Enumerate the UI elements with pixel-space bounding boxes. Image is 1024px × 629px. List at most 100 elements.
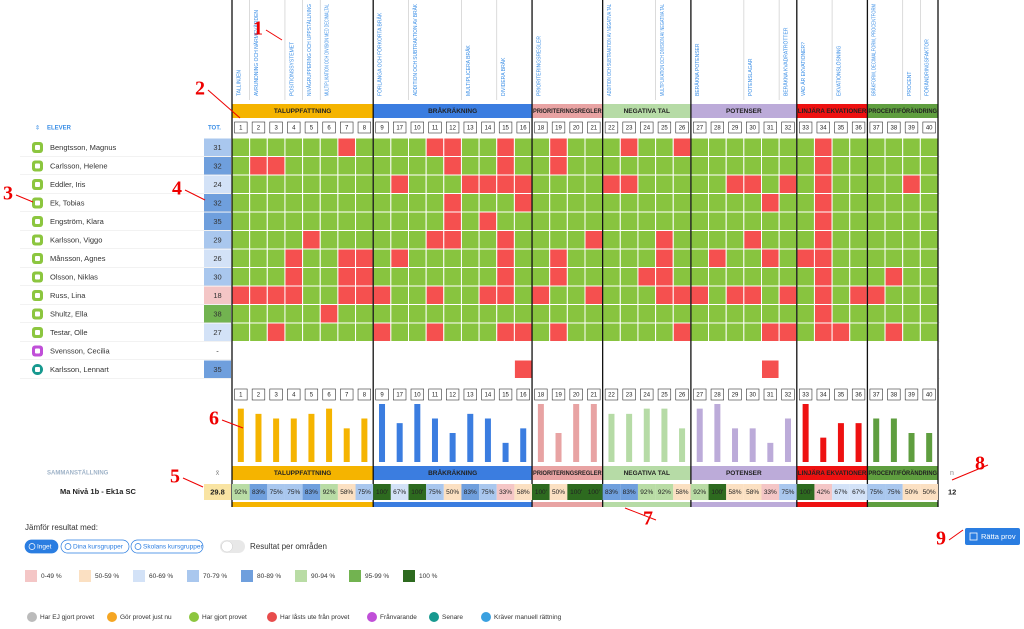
- result-cell: [813, 285, 833, 305]
- result-cell: [761, 230, 780, 250]
- result-cell: [708, 193, 727, 213]
- result-cell: [566, 341, 586, 361]
- total-cell: [204, 157, 231, 175]
- status-icon-inner: [35, 367, 40, 372]
- question-box: [287, 121, 301, 134]
- result-cell: [372, 156, 392, 176]
- percent-cell: [479, 484, 497, 500]
- result-cell: [478, 211, 498, 231]
- status-icon-inner: [35, 200, 40, 206]
- result-cell: [302, 267, 321, 287]
- question-number: 20: [573, 393, 580, 399]
- category-stripe: [796, 502, 868, 507]
- percent-bar: [537, 404, 544, 462]
- category-stripe: [532, 502, 603, 507]
- result-cell: [743, 156, 762, 176]
- percent-label: 92%: [640, 489, 653, 496]
- question-number: 1: [239, 126, 243, 132]
- result-cell: [584, 156, 604, 176]
- percent-cell: [814, 484, 833, 500]
- category-header-label: PRIORITERINGSREGLER: [533, 108, 602, 115]
- result-cell: [743, 359, 762, 379]
- result-cell: [813, 267, 833, 287]
- percent-label: 42%: [817, 489, 830, 496]
- topic-label: POSITIONSSYSTEMET: [289, 42, 295, 96]
- compare-option-label[interactable]: Dina kursgrupper: [73, 544, 124, 551]
- percent-label: 75%: [287, 489, 300, 496]
- percent-bar: [502, 442, 509, 462]
- question-number: 12: [449, 393, 456, 399]
- result-cell: [390, 137, 410, 157]
- result-cell: [337, 156, 357, 176]
- category-header-label: TALUPPFATTNING: [274, 108, 332, 115]
- result-cell: [390, 285, 410, 305]
- compare-option-label[interactable]: Inget: [37, 544, 52, 551]
- result-cell: [319, 322, 339, 342]
- result-cell: [390, 230, 410, 250]
- result-cell: [690, 248, 710, 268]
- result-cell: [602, 230, 621, 250]
- result-cell: [425, 230, 445, 250]
- result-cell: [496, 359, 515, 379]
- result-cell: [584, 322, 604, 342]
- percent-cell: [726, 484, 744, 500]
- result-cell: [231, 322, 251, 342]
- compare-option[interactable]: [24, 539, 59, 554]
- annotation-arrow: [15, 194, 34, 203]
- result-cell: [284, 248, 304, 268]
- result-cell: [249, 267, 268, 287]
- result-cell: [425, 267, 445, 287]
- result-cell: [884, 267, 904, 287]
- question-box: [922, 388, 936, 401]
- result-cell: [919, 267, 939, 287]
- student-name: Carlsson, Helene: [50, 161, 108, 170]
- question-box: [798, 388, 813, 401]
- result-cell: [249, 230, 268, 250]
- result-cell: [531, 267, 551, 287]
- result-cell: [778, 322, 798, 342]
- submit-label[interactable]: Rätta prov: [981, 532, 1016, 541]
- result-cell: [231, 174, 251, 194]
- result-cell: [831, 137, 851, 157]
- result-cell: [443, 137, 462, 157]
- result-cell: [619, 137, 639, 157]
- result-cell: [919, 322, 939, 342]
- result-cell: [619, 267, 639, 287]
- compare-option[interactable]: [130, 539, 204, 554]
- result-cell: [231, 341, 251, 361]
- result-cell: [584, 267, 604, 287]
- question-box: [463, 121, 477, 134]
- result-cell: [778, 248, 798, 268]
- result-cell: [231, 156, 251, 176]
- submit-button[interactable]: [965, 528, 1020, 545]
- result-cell: [690, 304, 710, 324]
- result-cell: [761, 285, 780, 305]
- annotation-number: 6: [209, 408, 219, 430]
- result-cell: [496, 137, 515, 157]
- total-value: 38: [213, 309, 221, 318]
- question-box: [657, 388, 672, 401]
- result-cell: [566, 359, 586, 379]
- result-cell: [884, 285, 904, 305]
- result-cell: [513, 341, 533, 361]
- result-cell: [319, 359, 339, 379]
- compare-option[interactable]: [60, 539, 130, 554]
- result-cell: [249, 174, 268, 194]
- percent-bar: [626, 413, 633, 462]
- compare-option-label[interactable]: Skolans kursgrupper: [143, 544, 203, 551]
- result-cell: [866, 211, 886, 231]
- category-stripe: [867, 502, 938, 507]
- question-number: 10: [414, 393, 421, 399]
- result-cell: [919, 341, 939, 361]
- result-cell: [902, 322, 921, 342]
- question-number: 37: [873, 393, 880, 399]
- result-cell: [266, 341, 286, 361]
- question-box: [834, 121, 848, 134]
- result-cell: [866, 248, 886, 268]
- result-cell: [831, 267, 851, 287]
- result-cell: [284, 359, 304, 379]
- result-cell: [725, 248, 745, 268]
- result-cell: [849, 322, 868, 342]
- result-cell: [813, 193, 833, 213]
- question-number: 11: [432, 393, 439, 399]
